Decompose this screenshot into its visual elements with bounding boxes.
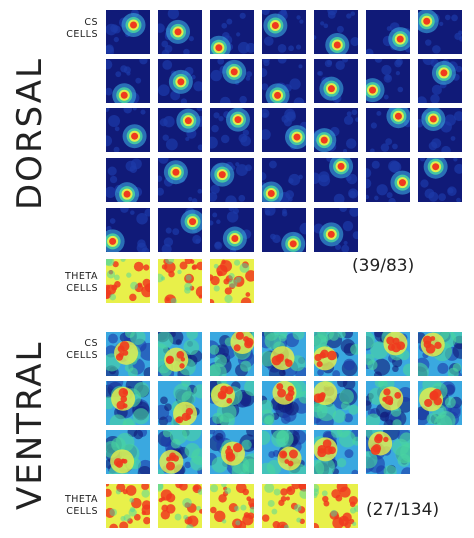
ventral-cs-rate-map [210,381,254,425]
dorsal-cs-rate-map [106,59,150,103]
dorsal-theta-label-line2: CELLS [66,283,98,294]
ventral-cs-rate-map [366,430,410,474]
ventral-cs-rate-map [158,430,202,474]
ventral-cs-rate-map [366,381,410,425]
ventral-cs-label-line2: CELLS [66,350,98,361]
dorsal-cs-rate-map [366,158,410,202]
dorsal-cs-rate-map [158,108,202,152]
dorsal-cs-rate-map [106,208,150,252]
dorsal-theta-rate-map [158,259,202,303]
ventral-cs-rate-map [418,381,462,425]
ventral-cs-label-line1: CS [84,338,98,349]
ventral-theta-rate-map [210,484,254,528]
ventral-theta-rate-map [262,484,306,528]
dorsal-cs-rate-map [158,208,202,252]
dorsal-cs-rate-map [210,10,254,54]
ventral-cs-rate-map [262,332,306,376]
dorsal-cs-rate-map [262,59,306,103]
dorsal-cs-rate-map [418,108,462,152]
dorsal-section-label: DORSAL [10,57,50,210]
ventral-cs-rate-map [106,332,150,376]
ventral-cs-rate-map [314,381,358,425]
ventral-cs-rate-map [262,430,306,474]
dorsal-cs-rate-map [158,158,202,202]
dorsal-cs-label-line2: CELLS [66,29,98,40]
ventral-cs-rate-map [366,332,410,376]
dorsal-theta-label-line1: THETA [64,271,98,282]
dorsal-count: (39/83) [352,256,415,276]
dorsal-cs-rate-map [262,10,306,54]
dorsal-cs-rate-map [418,10,462,54]
ventral-cs-rate-map [314,430,358,474]
ventral-cs-rate-map [106,381,150,425]
dorsal-cs-rate-map [418,158,462,202]
ventral-theta-rate-map [314,484,358,528]
dorsal-cs-rate-map [158,59,202,103]
dorsal-cs-label-line1: CS [84,17,98,28]
dorsal-cs-rate-map [210,108,254,152]
ventral-cs-rate-map [262,381,306,425]
ventral-cs-rate-map [210,332,254,376]
dorsal-cs-cells-label: CS CELLS [40,17,98,41]
dorsal-cs-rate-map [366,108,410,152]
dorsal-cs-rate-map [210,59,254,103]
ventral-count: (27/134) [366,500,440,520]
dorsal-cs-rate-map [210,158,254,202]
ventral-cs-rate-map [210,430,254,474]
dorsal-cs-rate-map [366,10,410,54]
ventral-theta-rate-map [158,484,202,528]
dorsal-cs-rate-map [314,59,358,103]
dorsal-theta-cells-label: THETA CELLS [40,271,98,295]
dorsal-theta-rate-map [210,259,254,303]
dorsal-cs-rate-map [106,10,150,54]
dorsal-cs-rate-map [210,208,254,252]
dorsal-cs-rate-map [106,158,150,202]
dorsal-cs-rate-map [366,59,410,103]
dorsal-cs-rate-map [418,59,462,103]
dorsal-cs-rate-map [262,208,306,252]
dorsal-cs-rate-map [314,208,358,252]
ventral-cs-rate-map [314,332,358,376]
dorsal-cs-rate-map [314,158,358,202]
ventral-theta-cells-label: THETA CELLS [40,494,98,518]
dorsal-theta-rate-map [106,259,150,303]
ventral-theta-label-line2: CELLS [66,506,98,517]
dorsal-cs-rate-map [262,158,306,202]
ventral-cs-rate-map [158,381,202,425]
ventral-cs-rate-map [418,332,462,376]
dorsal-cs-rate-map [158,10,202,54]
ventral-cs-cells-label: CS CELLS [40,338,98,362]
ventral-cs-rate-map [106,430,150,474]
ventral-section-label: VENTRAL [10,340,50,510]
ventral-cs-rate-map [158,332,202,376]
ventral-theta-label-line1: THETA [64,494,98,505]
dorsal-cs-rate-map [314,10,358,54]
dorsal-cs-rate-map [106,108,150,152]
ventral-theta-rate-map [106,484,150,528]
dorsal-cs-rate-map [314,108,358,152]
dorsal-cs-rate-map [262,108,306,152]
